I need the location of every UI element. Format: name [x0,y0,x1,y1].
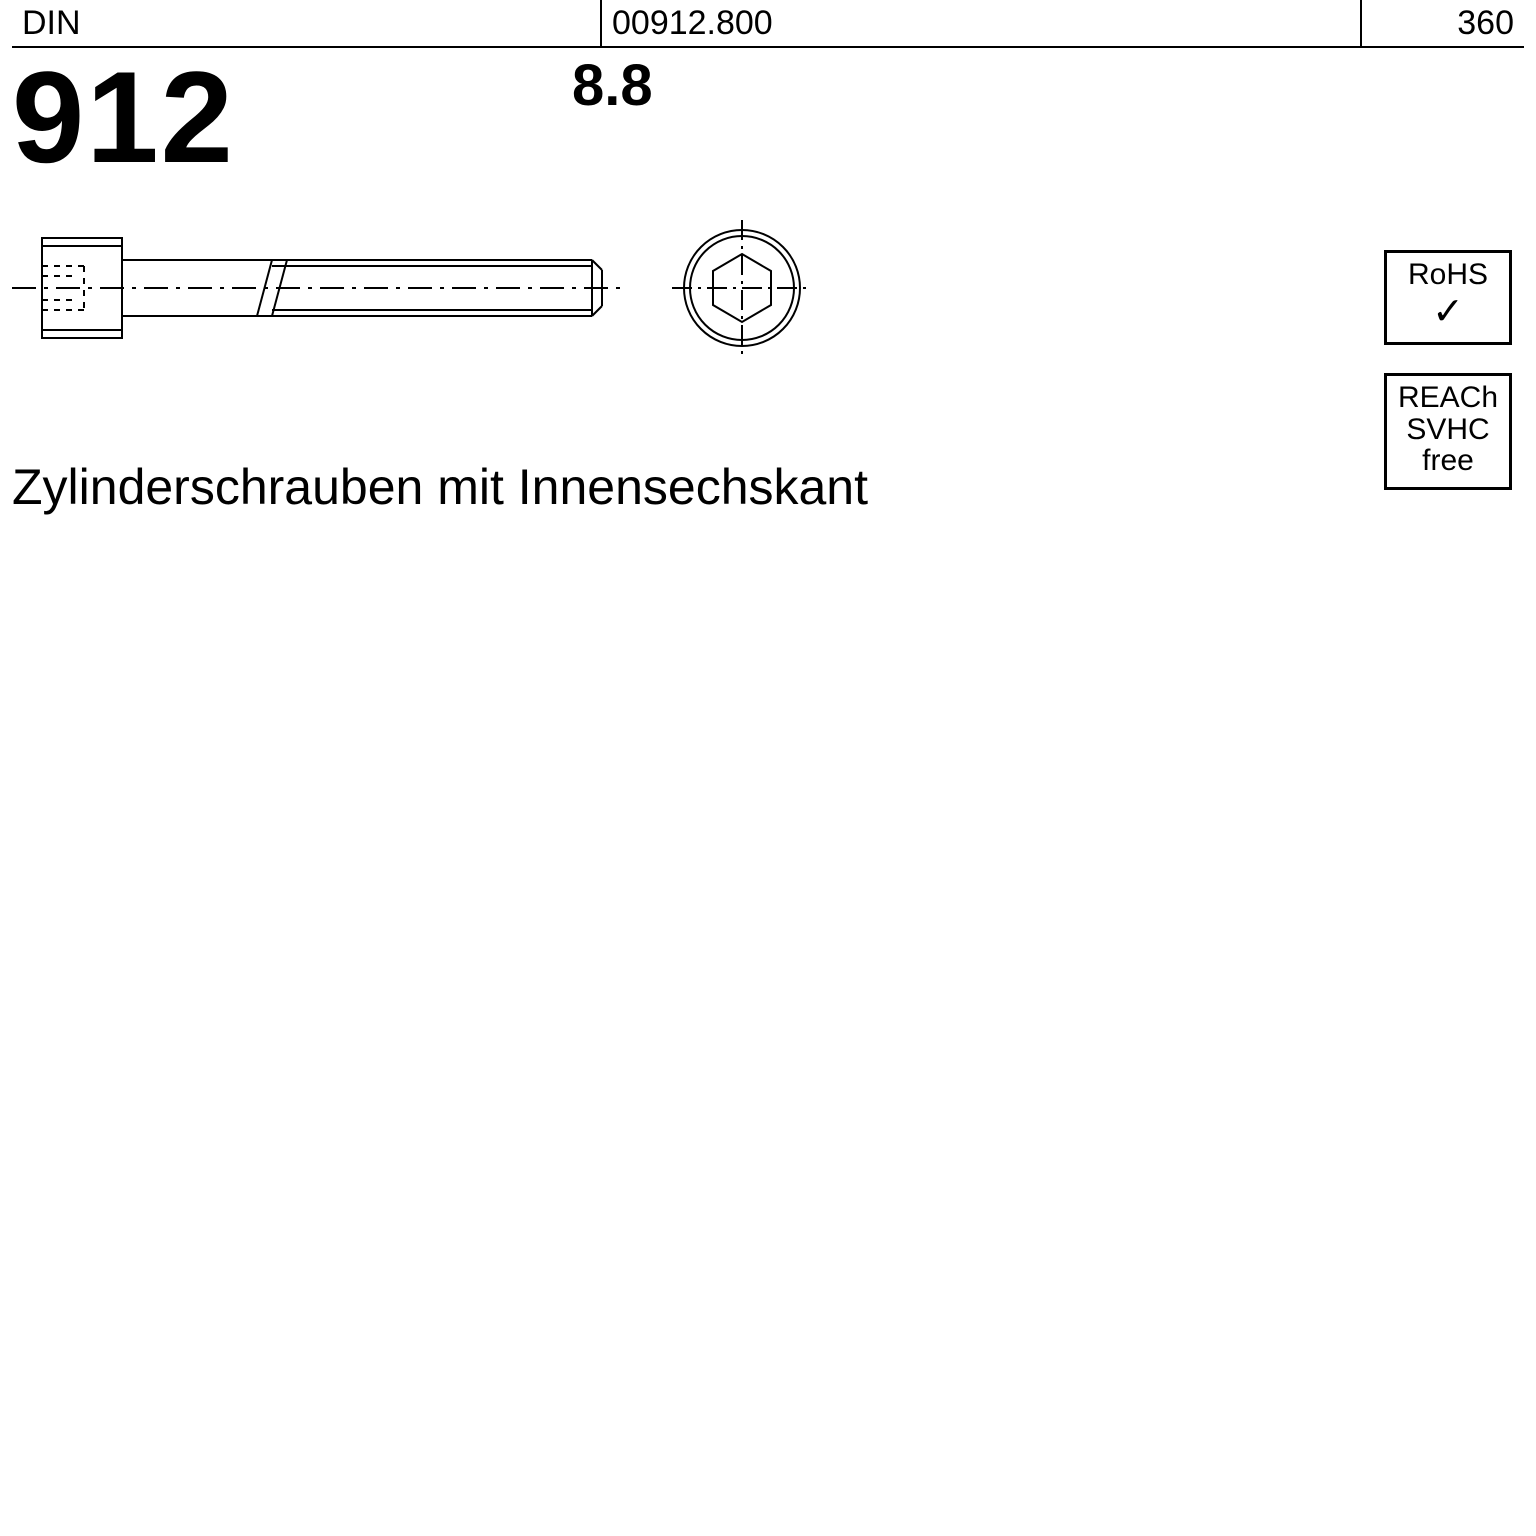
screw-drawing-svg [12,198,872,388]
technical-drawing [12,198,1524,418]
title-row: 912 8.8 [12,48,1524,198]
header-standard-label: DIN [12,0,602,46]
reach-line3: free [1422,444,1474,477]
rohs-label: RoHS [1408,258,1488,291]
rohs-badge: RoHS ✓ [1384,250,1512,345]
header-page-number: 360 [1362,0,1524,46]
check-icon: ✓ [1391,293,1505,333]
product-description: Zylinderschrauben mit Innensechskant [12,458,1524,516]
reach-line2: SVHC [1406,413,1489,446]
compliance-badges: RoHS ✓ REACh SVHC free [1384,250,1524,518]
standard-number: 912 [12,42,235,192]
header-code: 00912.800 [602,0,1362,46]
reach-badge: REACh SVHC free [1384,373,1512,490]
reach-line1: REACh [1398,381,1498,414]
strength-class: 8.8 [572,52,653,119]
header-row: DIN 00912.800 360 [12,0,1524,48]
